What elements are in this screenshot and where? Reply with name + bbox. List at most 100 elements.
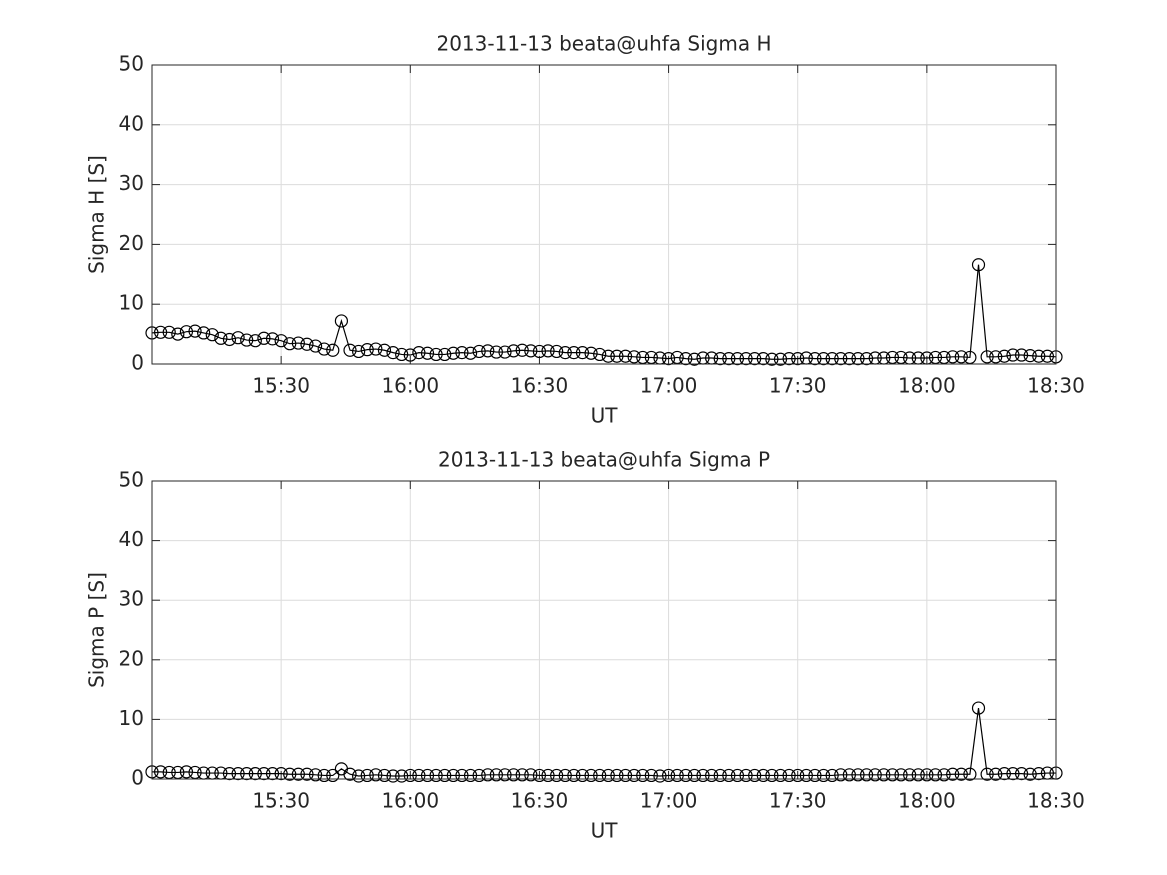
- data-point: [739, 768, 753, 783]
- data-point: [687, 352, 702, 366]
- data-point: [636, 350, 650, 365]
- data-point: [920, 768, 934, 782]
- data-point: [670, 350, 684, 365]
- data-point: [1040, 349, 1054, 363]
- data-point: [859, 768, 874, 782]
- x-tick-label: 18:30: [1027, 374, 1085, 398]
- data-point: [722, 768, 736, 783]
- data-point: [369, 768, 383, 782]
- data-point: [859, 352, 874, 366]
- data-point: [489, 768, 503, 782]
- data-point: [498, 345, 512, 359]
- data-point: [808, 768, 822, 783]
- data-point: [541, 768, 555, 783]
- plot-area: [152, 65, 1056, 364]
- axes-frame: [151, 480, 1057, 780]
- data-point: [593, 768, 607, 783]
- data-point: [765, 768, 779, 783]
- data-point: [928, 768, 943, 782]
- data-point: [412, 346, 426, 360]
- data-point: [748, 352, 762, 366]
- data-point: [257, 767, 271, 781]
- data-point: [420, 346, 435, 360]
- data-point: [885, 768, 900, 782]
- data-point: [868, 768, 882, 782]
- y-tick-label: 0: [131, 351, 144, 375]
- chart-title: 2013-11-13 beata@uhfa Sigma H: [436, 32, 771, 56]
- data-point: [575, 346, 590, 360]
- data-point: [627, 350, 641, 364]
- y-tick-label: 20: [119, 646, 144, 670]
- data-point: [326, 343, 340, 357]
- data-point: [291, 336, 305, 350]
- data-point: [670, 768, 684, 783]
- x-tick-label: 17:30: [769, 789, 827, 813]
- data-point: [343, 343, 357, 357]
- data-point: [1023, 767, 1037, 781]
- data-point: [885, 350, 900, 365]
- data-point: [257, 331, 271, 345]
- data-point: [274, 767, 288, 781]
- data-point: [618, 768, 633, 783]
- x-tick-label: 16:30: [511, 789, 569, 813]
- data-point: [524, 344, 538, 358]
- x-tick-label: 16:00: [381, 789, 439, 813]
- data-point: [877, 768, 891, 782]
- data-point: [274, 334, 288, 348]
- x-tick-label: 16:00: [381, 374, 439, 398]
- data-point: [179, 325, 194, 339]
- data-point: [593, 347, 607, 362]
- data-point: [989, 767, 1003, 781]
- data-point: [782, 352, 796, 366]
- data-point: [352, 769, 366, 783]
- y-tick-label: 20: [119, 231, 144, 255]
- data-point: [300, 767, 314, 781]
- data-point: [283, 767, 297, 781]
- data-point: [429, 347, 443, 362]
- data-point: [567, 768, 581, 783]
- data-point: [971, 701, 986, 715]
- data-point: [489, 345, 503, 359]
- data-point: [188, 765, 202, 780]
- data-point: [644, 350, 658, 365]
- data-point: [197, 326, 211, 340]
- y-tick-label: 10: [119, 291, 144, 315]
- data-point: [377, 768, 392, 783]
- data-point: [179, 765, 194, 779]
- data-point: [386, 346, 400, 360]
- data-point: [463, 346, 478, 360]
- data-point: [601, 349, 615, 363]
- data-point: [455, 346, 469, 360]
- data-point: [713, 768, 727, 783]
- data-point: [240, 333, 254, 347]
- data-point: [791, 352, 805, 366]
- data-point: [515, 343, 529, 357]
- data-point: [308, 768, 323, 782]
- data-point: [446, 768, 460, 783]
- data-point: [946, 350, 960, 364]
- data-point: [816, 768, 831, 783]
- y-tick-label: 0: [131, 766, 144, 790]
- data-point: [971, 258, 986, 272]
- data-point: [360, 768, 374, 783]
- y-tick-label: 30: [119, 171, 144, 195]
- data-point: [722, 352, 736, 366]
- data-point: [231, 767, 245, 781]
- data-line: [152, 707, 1056, 777]
- data-point: [954, 767, 968, 781]
- x-axis-label: UT: [591, 819, 619, 843]
- data-point: [558, 346, 572, 360]
- data-point: [765, 352, 779, 366]
- x-tick-label: 15:30: [252, 374, 310, 398]
- data-point: [386, 769, 400, 783]
- data-point: [162, 765, 176, 780]
- data-point: [730, 352, 745, 366]
- data-point: [661, 768, 676, 783]
- data-point: [481, 344, 495, 358]
- axes-frame: [151, 64, 1057, 365]
- y-axis-label: Sigma H [S]: [85, 155, 109, 274]
- data-point: [696, 768, 710, 783]
- data-point: [894, 350, 908, 365]
- data-point: [317, 342, 331, 356]
- data-point: [1023, 349, 1037, 363]
